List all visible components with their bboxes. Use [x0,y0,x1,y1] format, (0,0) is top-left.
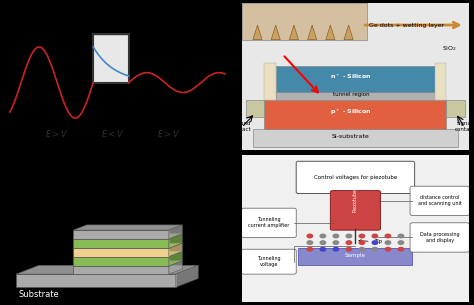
Polygon shape [16,265,198,274]
Polygon shape [175,265,198,287]
Circle shape [372,234,378,238]
FancyBboxPatch shape [242,249,296,274]
Text: $E < V$: $E < V$ [101,128,125,139]
Text: Si-substrate: Si-substrate [332,134,370,139]
Text: $V_0$: $V_0$ [79,24,91,37]
FancyBboxPatch shape [276,66,435,92]
Circle shape [333,234,338,238]
Circle shape [359,234,365,238]
Polygon shape [308,25,317,40]
Circle shape [398,234,404,238]
FancyBboxPatch shape [299,248,412,265]
FancyBboxPatch shape [296,161,415,194]
Circle shape [372,241,378,244]
Polygon shape [73,225,182,230]
Polygon shape [169,261,182,274]
Text: tunnel region: tunnel region [333,92,369,97]
Circle shape [398,247,404,251]
FancyBboxPatch shape [330,191,381,230]
Polygon shape [169,225,182,239]
FancyBboxPatch shape [410,186,469,216]
Circle shape [333,247,338,251]
FancyBboxPatch shape [447,100,465,117]
Circle shape [346,241,352,244]
FancyBboxPatch shape [264,100,447,129]
Polygon shape [326,25,335,40]
Text: signal
contact: signal contact [455,121,474,131]
Text: $V_{(x)}$: $V_{(x)}$ [94,0,110,14]
Polygon shape [73,261,182,266]
Polygon shape [253,25,262,40]
Text: Piezotube: Piezotube [353,188,358,212]
FancyBboxPatch shape [73,257,169,266]
FancyBboxPatch shape [242,208,296,238]
Circle shape [372,247,378,251]
Circle shape [385,234,391,238]
Circle shape [307,241,312,244]
Circle shape [359,241,365,244]
FancyBboxPatch shape [276,92,435,100]
Text: Control voltages for piezotube: Control voltages for piezotube [314,175,397,180]
FancyBboxPatch shape [242,156,469,302]
Polygon shape [73,243,182,249]
Polygon shape [169,243,182,257]
Polygon shape [169,234,182,249]
Text: n$^+$ - Silicon: n$^+$ - Silicon [330,72,372,81]
Circle shape [385,247,391,251]
Circle shape [307,234,312,238]
Text: III: III [174,12,183,22]
Text: I: I [48,12,51,22]
Circle shape [320,241,326,244]
Circle shape [333,241,338,244]
Polygon shape [73,234,182,239]
Text: SiO$_2$: SiO$_2$ [442,44,457,53]
Text: $E > V$: $E > V$ [156,128,180,139]
FancyBboxPatch shape [242,3,469,149]
Text: Ge dots + wetting layer: Ge dots + wetting layer [369,23,444,27]
Text: Data processing
and display: Data processing and display [420,232,459,243]
Text: ground
contact: ground contact [231,121,252,131]
Circle shape [385,241,391,244]
FancyBboxPatch shape [435,63,447,100]
Text: Tunneling
current amplifier: Tunneling current amplifier [248,217,290,228]
Circle shape [346,247,352,251]
FancyBboxPatch shape [246,100,264,117]
FancyBboxPatch shape [73,266,169,274]
FancyBboxPatch shape [73,249,169,257]
Circle shape [346,234,352,238]
Bar [93,34,129,83]
Polygon shape [289,25,299,40]
Text: II: II [107,12,113,22]
FancyBboxPatch shape [410,223,469,252]
Text: A: A [12,3,20,13]
Text: $E > V$: $E > V$ [45,128,69,139]
Circle shape [320,234,326,238]
FancyBboxPatch shape [73,230,169,239]
Text: Substrate: Substrate [18,290,59,299]
Circle shape [398,241,404,244]
Polygon shape [344,25,353,40]
FancyBboxPatch shape [264,63,276,100]
Circle shape [359,247,365,251]
FancyBboxPatch shape [242,3,367,40]
Text: distance control
and scanning unit: distance control and scanning unit [418,196,462,206]
Polygon shape [169,251,182,266]
Polygon shape [271,25,280,40]
FancyBboxPatch shape [73,239,169,249]
Text: Sample: Sample [345,253,366,257]
Text: p$^+$ - Silicon: p$^+$ - Silicon [330,107,372,117]
FancyBboxPatch shape [16,274,175,287]
Text: Tunneling
voltage: Tunneling voltage [257,256,281,267]
Circle shape [320,247,326,251]
Circle shape [307,247,312,251]
Polygon shape [73,251,182,257]
FancyBboxPatch shape [253,129,458,147]
Text: Tip: Tip [359,239,382,244]
